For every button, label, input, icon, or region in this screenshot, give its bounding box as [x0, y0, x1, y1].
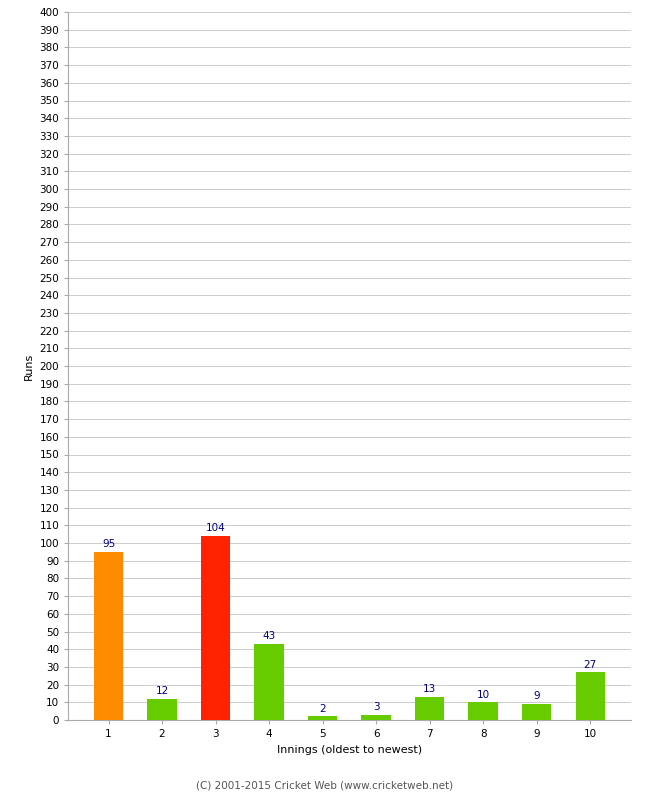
Text: 13: 13 — [423, 684, 436, 694]
Text: 27: 27 — [584, 659, 597, 670]
Text: (C) 2001-2015 Cricket Web (www.cricketweb.net): (C) 2001-2015 Cricket Web (www.cricketwe… — [196, 781, 454, 790]
Text: 104: 104 — [205, 523, 226, 534]
Text: 12: 12 — [155, 686, 168, 696]
Text: 2: 2 — [319, 704, 326, 714]
X-axis label: Innings (oldest to newest): Innings (oldest to newest) — [277, 745, 422, 754]
Bar — [308, 717, 337, 720]
Bar — [201, 536, 230, 720]
Bar — [361, 714, 391, 720]
Bar — [254, 644, 284, 720]
Text: 3: 3 — [373, 702, 380, 712]
Bar — [148, 698, 177, 720]
Text: 95: 95 — [102, 539, 115, 549]
Y-axis label: Runs: Runs — [24, 352, 34, 380]
Bar — [469, 702, 498, 720]
Text: 9: 9 — [534, 691, 540, 702]
Bar — [415, 697, 445, 720]
Bar — [575, 672, 605, 720]
Text: 43: 43 — [263, 631, 276, 642]
Text: 10: 10 — [476, 690, 489, 700]
Bar — [94, 552, 124, 720]
Bar — [522, 704, 551, 720]
